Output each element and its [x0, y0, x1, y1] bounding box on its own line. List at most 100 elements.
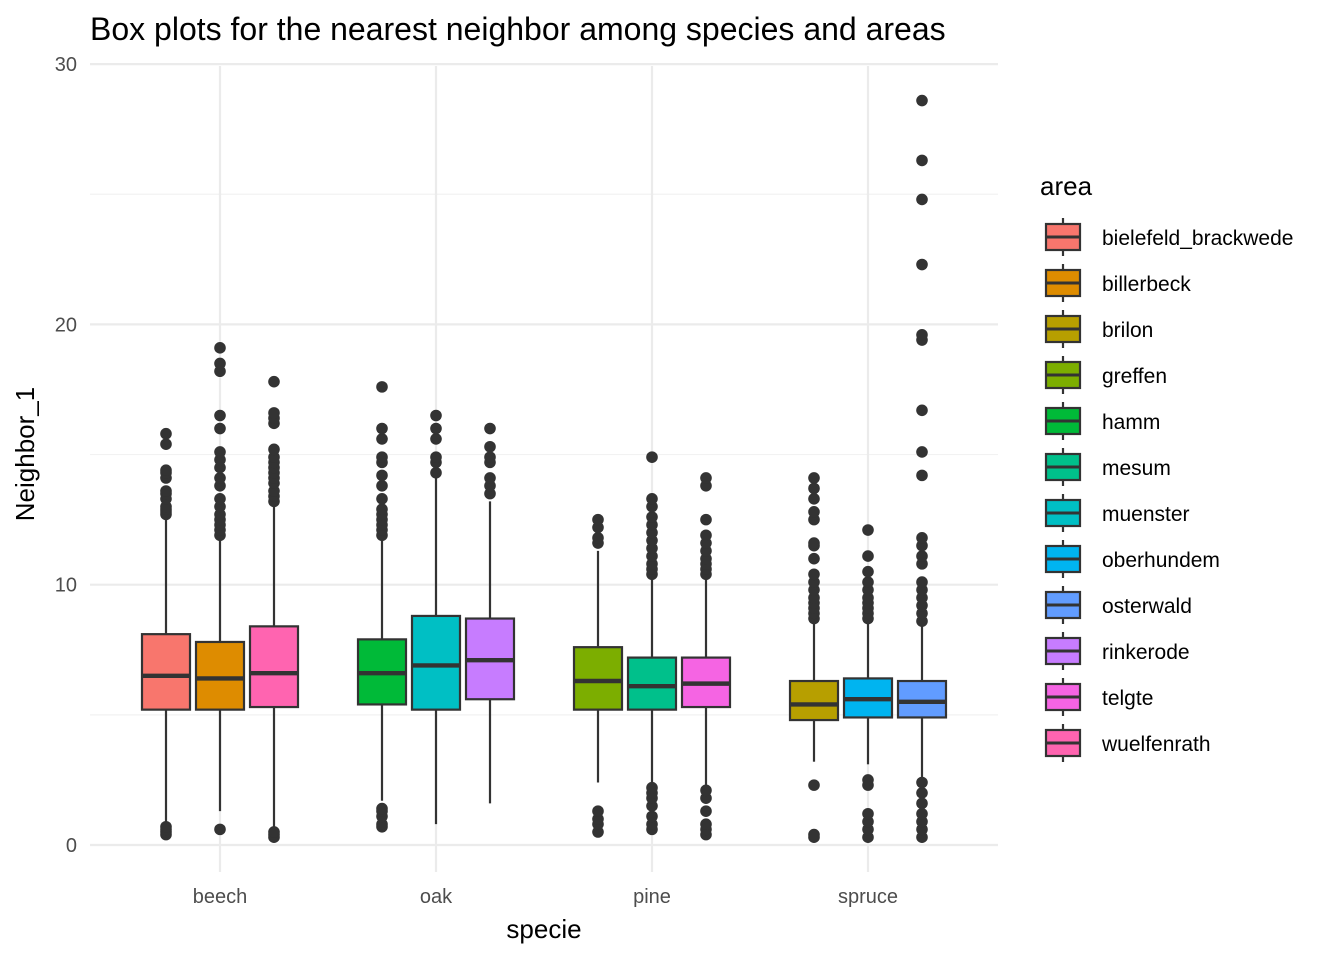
box-iqr	[626, 656, 678, 711]
outlier-point	[214, 493, 226, 505]
legend-label: greffen	[1102, 365, 1167, 388]
box-iqr	[140, 633, 192, 711]
outlier-point	[214, 409, 226, 422]
outlier-point	[916, 193, 928, 206]
outlier-point	[916, 576, 928, 588]
outlier-point	[160, 427, 172, 440]
outlier-point	[862, 774, 874, 786]
outlier-point	[484, 472, 496, 484]
outlier-point	[376, 469, 388, 482]
legend-label: osterwald	[1102, 595, 1192, 618]
outlier-point	[268, 443, 280, 456]
outlier-point	[268, 375, 280, 388]
outlier-point	[808, 552, 820, 565]
y-tick-label: 20	[55, 314, 77, 336]
y-tick-label: 10	[55, 575, 77, 597]
outlier-point	[916, 469, 928, 482]
outlier-point	[160, 485, 172, 497]
box-spruce-oberhundem	[842, 524, 894, 843]
outlier-point	[916, 94, 928, 107]
outlier-point	[160, 464, 172, 476]
outlier-point	[808, 568, 820, 581]
outlier-point	[214, 823, 226, 836]
legend-item-rinkerode: rinkerode	[1044, 632, 1190, 670]
outlier-point	[430, 451, 442, 463]
legend: area bielefeld_brackwede billerbeck brilon…	[1040, 171, 1293, 762]
outlier-point	[808, 506, 820, 518]
legend-item-osterwald: osterwald	[1044, 586, 1192, 624]
outlier-point	[700, 805, 712, 817]
box-spruce-brilon	[788, 472, 840, 843]
box-iqr	[896, 679, 948, 719]
legend-item-mesum: mesum	[1044, 448, 1171, 486]
box-iqr	[572, 646, 624, 711]
y-tick-labels: 0 10 20 30	[55, 54, 77, 857]
legend-item-muenster: muenster	[1044, 494, 1190, 532]
outlier-point	[862, 524, 874, 536]
outlier-point	[376, 381, 388, 393]
outlier-point	[916, 807, 928, 820]
box-iqr	[410, 614, 462, 711]
outlier-point	[376, 493, 388, 505]
legend-label: muenster	[1102, 503, 1190, 526]
legend-item-telgte: telgte	[1044, 678, 1153, 716]
outlier-point	[916, 787, 928, 799]
outlier-point	[862, 565, 874, 578]
outlier-point	[646, 451, 658, 463]
legend-item-hamm: hamm	[1044, 402, 1160, 440]
outlier-point	[268, 826, 280, 838]
y-tick-label: 0	[66, 835, 77, 857]
box-iqr	[788, 679, 840, 722]
legend-label: mesum	[1102, 457, 1171, 480]
legend-item-brilon: brilon	[1044, 310, 1153, 348]
outlier-point	[808, 472, 820, 484]
outlier-point	[484, 440, 496, 453]
outlier-point	[376, 479, 388, 492]
legend-label: rinkerode	[1102, 641, 1190, 664]
box-pine-greffen	[572, 513, 624, 838]
outlier-point	[376, 503, 388, 516]
outlier-point	[214, 446, 226, 458]
outlier-point	[430, 422, 442, 435]
legend-items: bielefeld_brackwede billerbeck brilon greff…	[1044, 218, 1293, 762]
x-tick-label: spruce	[838, 886, 898, 908]
legend-label: telgte	[1102, 687, 1153, 710]
outlier-point	[646, 810, 658, 823]
outlier-point	[808, 482, 820, 495]
outlier-point	[916, 446, 928, 458]
outlier-point	[592, 532, 604, 544]
legend-label: brilon	[1102, 319, 1153, 342]
outlier-point	[700, 529, 712, 542]
outlier-point	[916, 154, 928, 167]
legend-label: billerbeck	[1102, 273, 1191, 296]
outlier-point	[646, 511, 658, 523]
y-tick-label: 30	[55, 54, 77, 76]
outlier-point	[592, 805, 604, 817]
outlier-point	[862, 807, 874, 820]
box-iqr	[248, 625, 300, 709]
outlier-point	[862, 550, 874, 562]
box-oak-rinkerode	[464, 422, 516, 804]
legend-item-bielefeld_brackwede: bielefeld_brackwede	[1044, 218, 1293, 256]
outlier-point	[160, 438, 172, 450]
boxes-layer	[140, 94, 948, 843]
legend-label: bielefeld_brackwede	[1102, 227, 1293, 250]
box-spruce-osterwald	[896, 94, 948, 843]
outlier-point	[430, 466, 442, 479]
outlier-point	[916, 776, 928, 789]
outlier-point	[646, 781, 658, 794]
outlier-point	[700, 472, 712, 484]
legend-label: wuelfenrath	[1101, 733, 1211, 756]
outlier-point	[214, 472, 226, 484]
outlier-point	[214, 342, 226, 354]
legend-item-billerbeck: billerbeck	[1044, 264, 1191, 302]
outlier-point	[808, 828, 820, 841]
x-tick-label: beech	[193, 886, 248, 908]
chart-title: Box plots for the nearest neighbor among…	[90, 11, 946, 47]
x-axis-title: specie	[506, 914, 581, 944]
x-tick-labels: beech oak pine spruce	[193, 886, 898, 908]
grid-layer	[90, 62, 998, 872]
outlier-point	[268, 407, 280, 419]
outlier-point	[916, 532, 928, 544]
